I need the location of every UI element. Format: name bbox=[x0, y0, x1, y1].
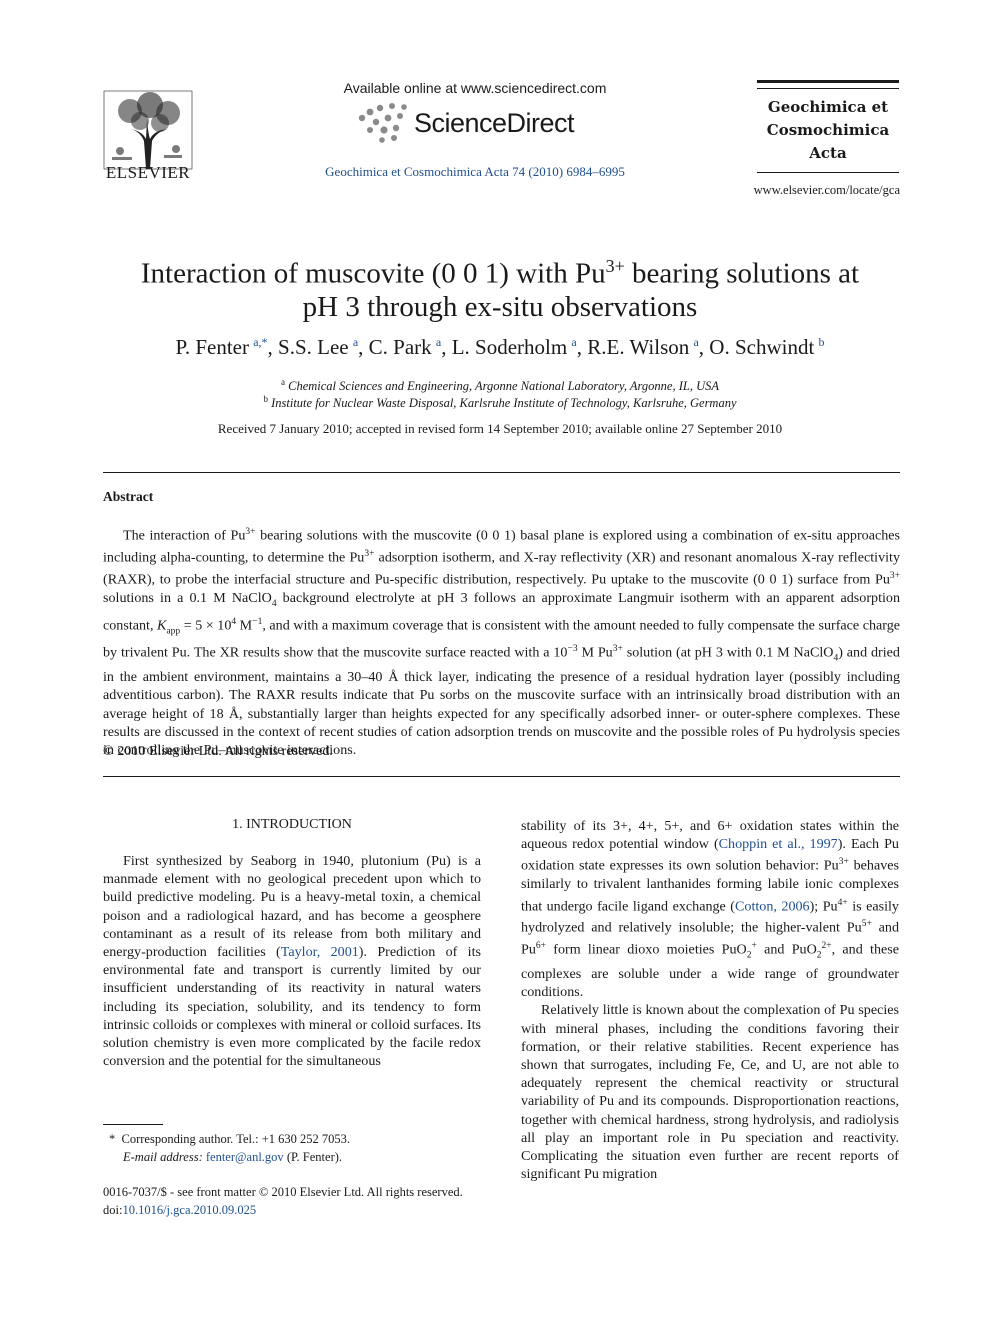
journal-header-rule bbox=[757, 80, 899, 83]
superscript: 3+ bbox=[838, 857, 849, 868]
superscript: 2+ bbox=[821, 941, 832, 952]
citation-link[interactable]: Choppin et al., 1997 bbox=[718, 836, 838, 853]
front-matter: 0016-7037/$ - see front matter © 2010 El… bbox=[103, 1183, 553, 1219]
affiliation-text: Chemical Sciences and Engineering, Argon… bbox=[288, 379, 719, 394]
superscript: 3+ bbox=[245, 527, 256, 537]
superscript: −3 bbox=[567, 644, 578, 655]
article-title: Interaction of muscovite (0 0 1) with Pu… bbox=[100, 250, 900, 324]
author-name: O. Schwindt bbox=[709, 335, 819, 359]
affiliation-text: Institute for Nuclear Waste Disposal, Ka… bbox=[271, 396, 737, 411]
subscript: 4 bbox=[833, 653, 839, 664]
affiliation: a Chemical Sciences and Engineering, Arg… bbox=[100, 377, 900, 394]
title-text: bearing solutions at bbox=[624, 257, 860, 290]
subscript: 2 bbox=[746, 950, 752, 961]
title-superscript: 3+ bbox=[605, 256, 625, 276]
journal-name-line: Cosmochimica bbox=[766, 121, 890, 139]
citation-link[interactable]: Cotton, 2006 bbox=[735, 898, 810, 915]
doi-link[interactable]: 10.1016/j.gca.2010.09.025 bbox=[122, 1203, 257, 1217]
author-list: P. Fenter a,*, S.S. Lee a, C. Park a, L.… bbox=[175, 335, 825, 359]
journal-url-link[interactable]: www.elsevier.com/locate/gca bbox=[753, 183, 900, 197]
footnote: * Corresponding author. Tel.: +1 630 252… bbox=[103, 1130, 483, 1166]
italic-symbol: K bbox=[157, 617, 167, 634]
body-paragraph: stability of its 3+, 4+, 5+, and 6+ oxid… bbox=[521, 818, 900, 1001]
email-link[interactable]: fenter@anl.gov bbox=[205, 1150, 284, 1164]
journal-header-rule bbox=[757, 88, 899, 89]
author-affiliation-link[interactable]: a,* bbox=[253, 335, 268, 349]
corresponding-author: Corresponding author. Tel.: +1 630 252 7… bbox=[121, 1132, 351, 1146]
available-online-text[interactable]: Available online at www.sciencedirect.co… bbox=[343, 80, 607, 96]
journal-name-line: Geochimica et bbox=[767, 98, 889, 116]
footnote-rule bbox=[103, 1124, 163, 1125]
author-name: S.S. Lee bbox=[278, 335, 353, 359]
elsevier-tree-logo bbox=[103, 90, 193, 170]
superscript: 4+ bbox=[837, 897, 848, 908]
divider bbox=[103, 776, 900, 777]
section-heading: 1. INTRODUCTION bbox=[232, 817, 352, 832]
journal-reference-link[interactable]: Geochimica et Cosmochimica Acta 74 (2010… bbox=[325, 164, 625, 179]
author-name: L. Soderholm bbox=[451, 335, 572, 359]
author-name: R.E. Wilson bbox=[587, 335, 694, 359]
publisher-logo-text: ELSEVIER bbox=[105, 163, 191, 182]
title-text: Interaction of muscovite (0 0 1) with Pu bbox=[140, 257, 606, 290]
superscript: 3+ bbox=[889, 570, 900, 581]
divider bbox=[103, 472, 900, 473]
author-name: P. Fenter bbox=[175, 335, 254, 359]
superscript: 4 bbox=[231, 616, 237, 627]
right-column: stability of its 3+, 4+, 5+, and 6+ oxid… bbox=[521, 817, 899, 1183]
left-column: First synthesized by Seaborg in 1940, pl… bbox=[103, 852, 481, 1070]
journal-name-line: Acta bbox=[809, 144, 847, 162]
superscript: 5+ bbox=[861, 919, 872, 930]
sciencedirect-logo-text[interactable]: ScienceDirect bbox=[414, 108, 575, 138]
doi-label: doi: bbox=[103, 1203, 123, 1217]
body-paragraph: Relatively little is known about the com… bbox=[521, 1002, 899, 1183]
journal-header-rule bbox=[757, 172, 899, 173]
author-affiliation-link[interactable]: a bbox=[352, 335, 359, 349]
affiliation-mark: b bbox=[263, 394, 268, 404]
copyright-notice: © 2010 Elsevier Ltd. All rights reserved… bbox=[103, 743, 333, 759]
superscript: −1 bbox=[252, 616, 263, 627]
issn-line: 0016-7037/$ - see front matter © 2010 El… bbox=[103, 1185, 463, 1199]
body-paragraph: First synthesized by Seaborg in 1940, pl… bbox=[103, 853, 481, 1070]
footnote-mark: * bbox=[109, 1132, 116, 1146]
received-dates: Received 7 January 2010; accepted in rev… bbox=[217, 421, 783, 436]
superscript: 3+ bbox=[612, 644, 623, 655]
sciencedirect-dots-logo bbox=[358, 103, 407, 143]
affiliation: b Institute for Nuclear Waste Disposal, … bbox=[100, 394, 900, 411]
email-suffix: (P. Fenter). bbox=[286, 1150, 343, 1164]
subscript: app bbox=[166, 626, 181, 637]
author-name: C. Park bbox=[368, 335, 436, 359]
subscript: 4 bbox=[271, 598, 277, 609]
affiliation-mark: a bbox=[281, 377, 285, 387]
email-label: E-mail address: bbox=[123, 1150, 203, 1164]
superscript: 6+ bbox=[535, 941, 546, 952]
journal-name: Geochimica et Cosmochimica Acta bbox=[757, 96, 899, 165]
subscript: 2 bbox=[816, 950, 822, 961]
superscript: + bbox=[751, 941, 757, 952]
citation-link[interactable]: Taylor, 2001 bbox=[280, 944, 359, 961]
author-affiliation-link[interactable]: a bbox=[435, 335, 442, 349]
superscript: 3+ bbox=[364, 548, 375, 559]
title-text: pH 3 through ex-situ observations bbox=[302, 290, 698, 323]
author-affiliation-link[interactable]: b bbox=[818, 335, 825, 349]
abstract-body: The interaction of Pu3+ bearing solution… bbox=[103, 527, 901, 758]
author-affiliation-link[interactable]: a bbox=[571, 335, 577, 349]
author-affiliation-link[interactable]: a bbox=[693, 335, 699, 349]
abstract-heading: Abstract bbox=[103, 489, 154, 504]
